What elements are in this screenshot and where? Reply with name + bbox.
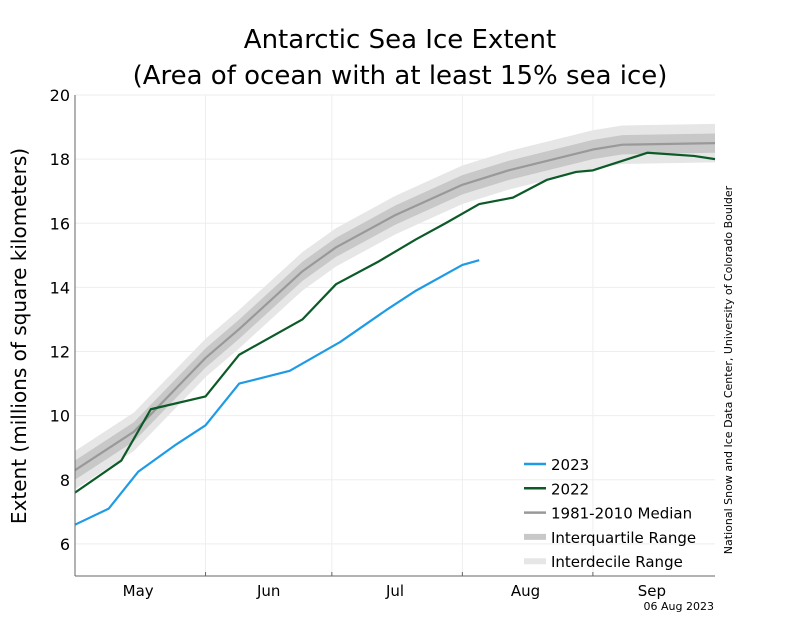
interdecile-range-band xyxy=(75,123,715,490)
x-tick-label: Aug xyxy=(511,582,540,600)
y-tick-label: 18 xyxy=(50,150,70,169)
legend-label: Interdecile Range xyxy=(551,553,683,571)
y-tick-label: 20 xyxy=(50,86,70,105)
x-tick-label: May xyxy=(123,582,154,600)
x-tick-label: Sep xyxy=(638,582,666,600)
x-tick-label: Jun xyxy=(256,582,280,600)
y-tick-label: 6 xyxy=(60,535,70,554)
series-line-1981-2010-median xyxy=(74,142,716,472)
credit-text: National Snow and Ice Data Center, Unive… xyxy=(722,185,735,554)
series-line-2023 xyxy=(74,259,480,526)
legend-label: 2023 xyxy=(551,456,589,474)
y-tick-label: 14 xyxy=(50,278,70,297)
chart-subtitle: (Area of ocean with at least 15% sea ice… xyxy=(133,61,668,91)
y-tick-label: 10 xyxy=(50,407,70,426)
legend-label: 1981-2010 Median xyxy=(551,505,692,523)
legend-label: 2022 xyxy=(551,480,589,498)
chart-title: Antarctic Sea Ice Extent xyxy=(244,25,556,55)
legend-label: Interquartile Range xyxy=(551,529,696,547)
y-tick-label: 12 xyxy=(50,343,70,362)
x-tick-label: Jul xyxy=(385,582,404,600)
date-stamp: 06 Aug 2023 xyxy=(644,600,714,613)
y-tick-label: 8 xyxy=(60,471,70,490)
y-axis-label: Extent (millions of square kilometers) xyxy=(7,148,31,524)
series-line-2022 xyxy=(74,151,716,494)
interquartile-range-band xyxy=(75,133,715,480)
y-tick-label: 16 xyxy=(50,214,70,233)
